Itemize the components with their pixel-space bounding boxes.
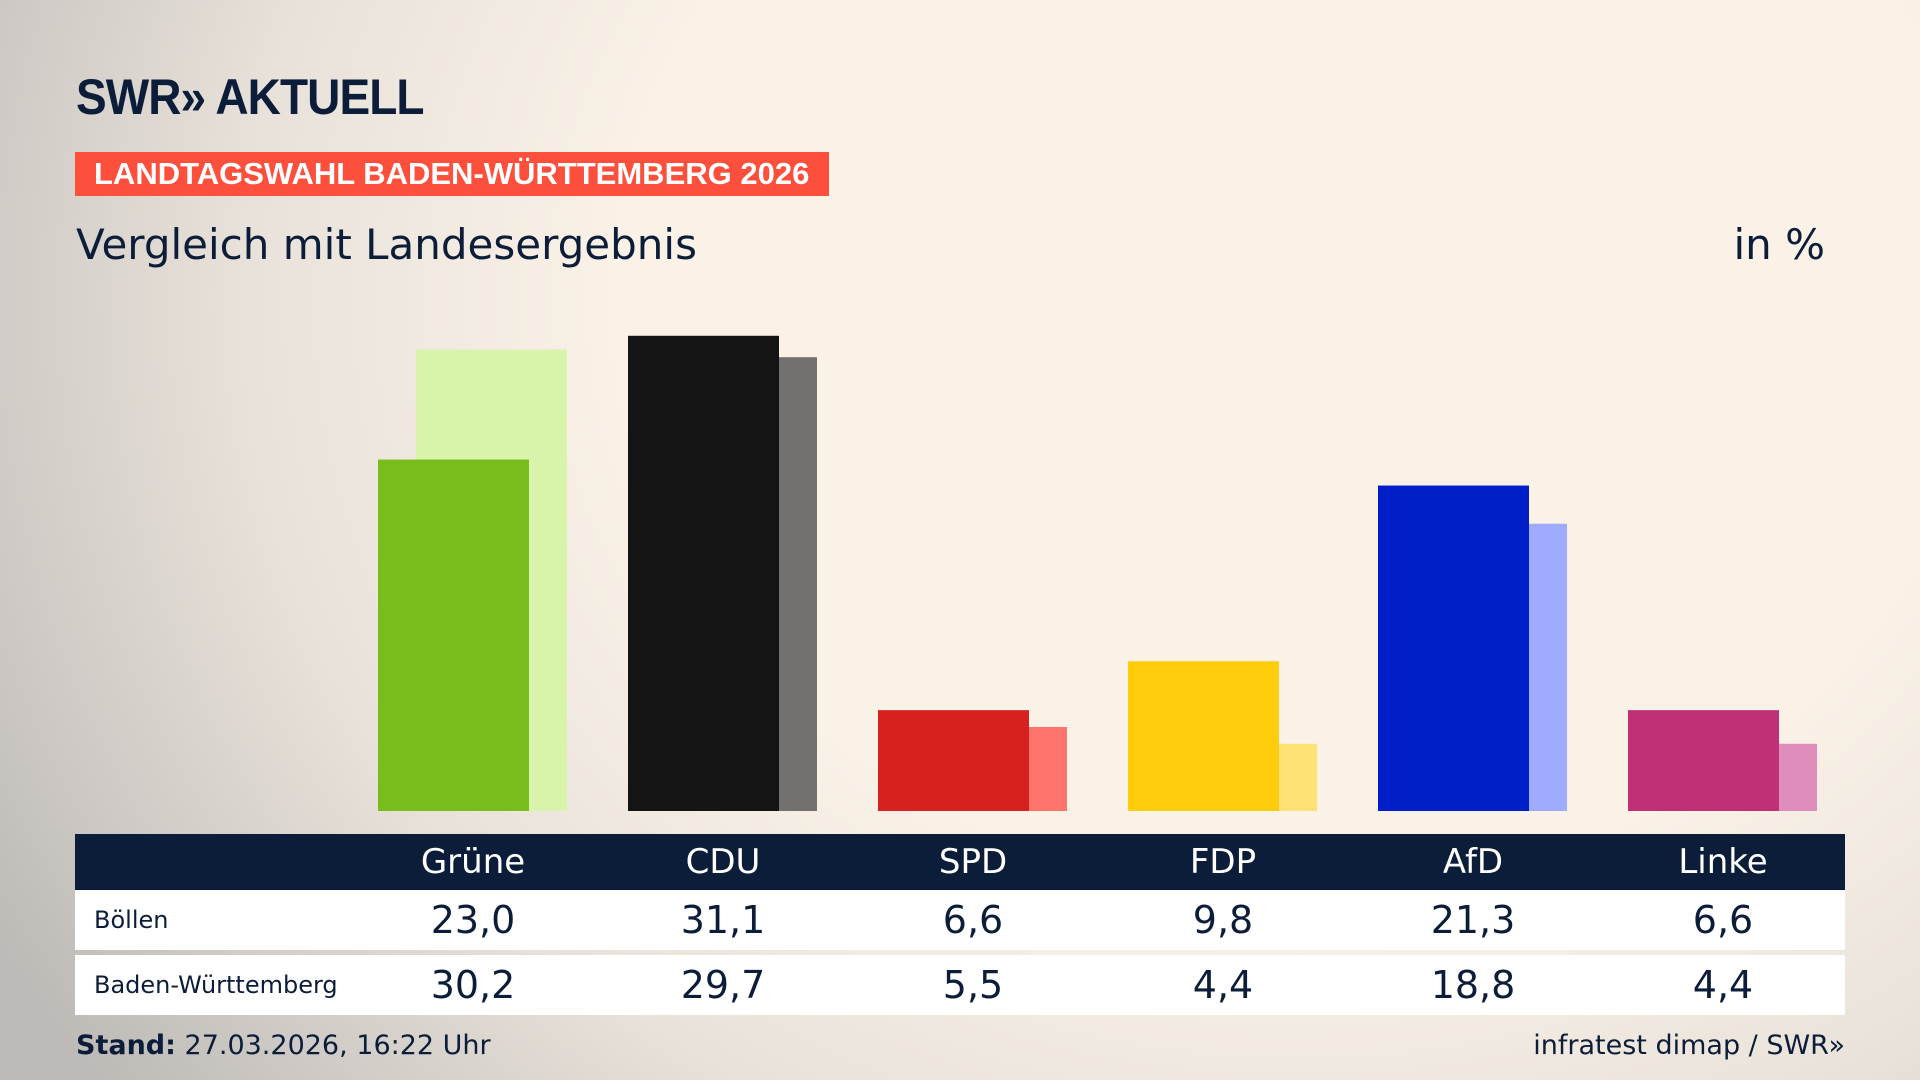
value-cell: 4,4 xyxy=(1192,963,1254,1007)
stand-label: Stand: xyxy=(76,1030,176,1061)
table-row: Baden-Württemberg 30,2 29,7 5,5 4,4 18,8 4,4 xyxy=(75,955,1845,1015)
bar-cdu-local xyxy=(628,335,779,811)
results-table: Grüne CDU SPD FDP AfD Linke Böllen 23,0 31,1 6,… xyxy=(75,834,1845,1015)
column-header: AfD xyxy=(1442,842,1504,882)
value-cell: 9,8 xyxy=(1192,898,1254,942)
value-cell: 4,4 xyxy=(1692,963,1754,1007)
table-header: Grüne CDU SPD FDP AfD Linke xyxy=(75,834,1845,890)
value-cell: 6,6 xyxy=(1692,898,1754,942)
value-cell: 18,8 xyxy=(1430,963,1516,1007)
bar-fdp-local xyxy=(1128,661,1279,811)
stand-value: 27.03.2026, 16:22 Uhr xyxy=(184,1030,491,1061)
table-row: Böllen 23,0 31,1 6,6 9,8 21,3 6,6 xyxy=(75,890,1845,950)
value-cell: 23,0 xyxy=(430,898,516,942)
value-cell: 5,5 xyxy=(942,963,1004,1007)
value-cell: 30,2 xyxy=(430,963,516,1007)
election-band: LANDTAGSWAHL BADEN-WÜRTTEMBERG 2026 xyxy=(75,152,829,196)
value-cell: 21,3 xyxy=(1430,898,1516,942)
swr-aktuell-logo: SWR» AKTUELL xyxy=(76,69,424,125)
row-label: Böllen xyxy=(94,906,169,934)
chart-subtitle: Vergleich mit Landesergebnis xyxy=(76,220,697,269)
column-header: FDP xyxy=(1189,842,1257,882)
bar-afd-local xyxy=(1378,485,1529,811)
value-cell: 6,6 xyxy=(942,898,1004,942)
bar-linke-local xyxy=(1628,710,1779,811)
source: infratest dimap / SWR» xyxy=(1533,1030,1845,1061)
bar-grüne-local xyxy=(378,459,529,811)
timestamp: Stand: 27.03.2026, 16:22 Uhr xyxy=(76,1030,491,1061)
value-cell: 29,7 xyxy=(680,963,766,1007)
column-header: SPD xyxy=(938,842,1008,882)
row-label: Baden-Württemberg xyxy=(94,971,338,999)
column-header: Linke xyxy=(1678,842,1768,882)
unit-label: in % xyxy=(1733,220,1825,269)
bar-chart xyxy=(378,335,1817,811)
value-cell: 31,1 xyxy=(680,898,766,942)
column-header: CDU xyxy=(685,842,761,882)
column-header: Grüne xyxy=(420,842,526,882)
bar-spd-local xyxy=(878,710,1029,811)
